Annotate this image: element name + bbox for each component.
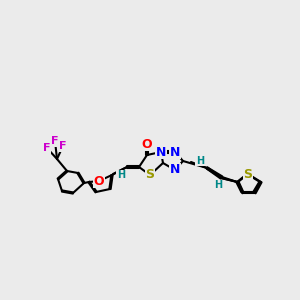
Text: O: O: [94, 175, 104, 188]
Text: O: O: [142, 137, 152, 151]
Text: H: H: [196, 156, 204, 166]
Text: S: S: [244, 167, 253, 181]
Text: F: F: [43, 143, 51, 153]
Text: F: F: [59, 141, 67, 151]
Text: N: N: [156, 146, 166, 158]
Text: N: N: [170, 146, 180, 158]
Text: H: H: [117, 170, 125, 180]
Text: S: S: [146, 169, 154, 182]
Text: F: F: [51, 136, 59, 146]
Text: N: N: [170, 164, 180, 176]
Text: H: H: [214, 180, 222, 190]
